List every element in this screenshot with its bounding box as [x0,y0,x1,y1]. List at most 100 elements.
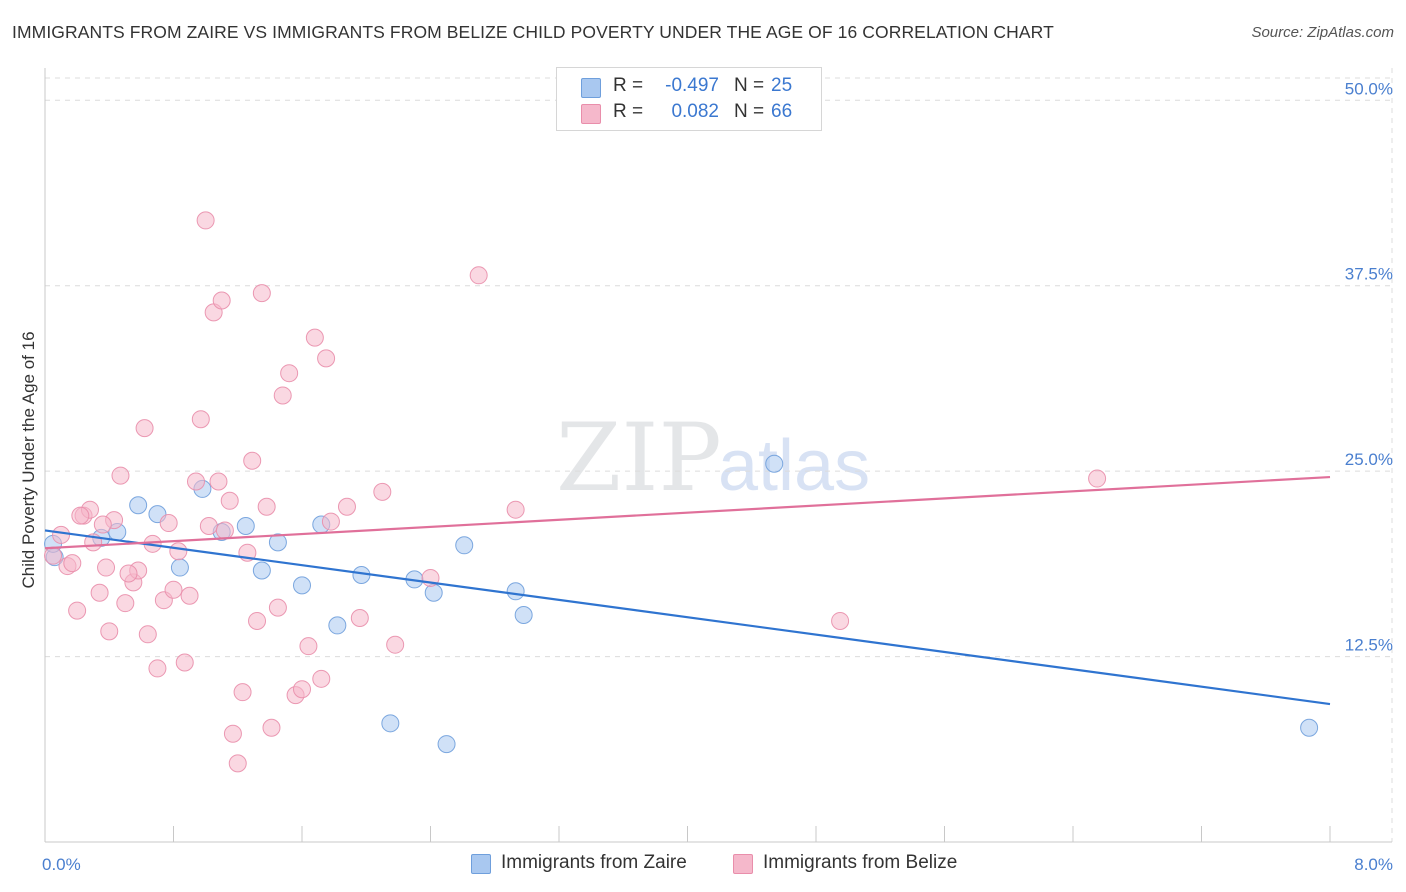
belize-point [252,284,271,303]
belize-point [268,598,287,617]
n-label: N = [734,101,765,122]
belize-point [386,635,405,654]
r-label: R = [613,75,644,96]
belize-point [186,472,205,491]
belize-point [257,497,276,516]
belize-trend-line [44,475,1331,550]
belize-point [280,364,299,383]
belize-point [135,419,154,438]
belize-point [831,611,850,630]
belize-point [138,625,157,644]
belize-point [116,594,135,613]
zaire-point [424,583,443,602]
belize-point [71,506,90,525]
belize-point [243,451,262,470]
zaire-trend-line [44,529,1331,706]
belize-swatch [733,854,753,874]
belize-swatch [581,104,601,124]
zaire-point [252,561,271,580]
r-label: R = [613,101,644,122]
watermark: ZIP atlas [556,404,870,513]
belize-point [209,472,228,491]
belize-point [299,637,318,656]
belize-point [312,669,331,688]
belize-point [191,410,210,429]
correlation-legend: R = -0.497 N = 25 R = 0.082 N = 66 [556,67,822,131]
belize-point [321,512,340,531]
r-value-belize: 0.082 [671,101,719,122]
x-tick-label: 8.0% [1354,855,1393,874]
belize-point [220,491,239,510]
belize-point [68,601,87,620]
zaire-point [268,533,287,552]
belize-point [506,500,525,519]
belize-point [305,328,324,347]
belize-point [233,683,252,702]
belize-point [337,497,356,516]
zaire-point [506,582,525,601]
belize-point [148,659,167,678]
belize-point [169,542,188,561]
chart-title: IMMIGRANTS FROM ZAIRE VS IMMIGRANTS FROM… [12,22,1054,42]
belize-point [1088,469,1107,488]
belize-point [93,515,112,534]
zaire-swatch [471,854,491,874]
belize-point [159,514,178,533]
belize-point [228,754,247,773]
zaire-point [437,735,456,754]
belize-point [273,386,292,405]
y-tick-label: 25.0% [1345,450,1393,469]
n-label: N = [734,75,765,96]
x-tick-label: 0.0% [42,855,81,874]
belize-point [180,586,199,605]
belize-point [63,554,82,573]
belize-point [111,466,130,485]
belize-point [212,291,231,310]
watermark-zip: ZIP [556,404,722,513]
belize-point [44,546,63,565]
trend-lines [44,475,1331,706]
belize-point [100,622,119,641]
zaire-point [514,606,533,625]
belize-point [196,211,215,230]
belize-point [164,580,183,599]
belize-point [175,653,194,672]
y-tick-label: 37.5% [1345,265,1393,284]
n-value-belize: 66 [771,101,793,122]
belize-point [52,525,71,544]
n-value-zaire: 25 [771,75,793,96]
grid-lines [45,68,1393,842]
belize-point [248,611,267,630]
belize-point [223,724,242,743]
belize-point [317,349,336,368]
zaire-point [1300,718,1319,737]
legend-label-belize: Immigrants from Belize [763,852,958,873]
zaire-point [328,616,347,635]
source-label: Source: ZipAtlas.com [1251,24,1394,41]
tick-labels: 12.5% 25.0% 37.5% 50.0% 0.0% 8.0% [42,79,1393,874]
r-value-zaire: -0.497 [665,75,719,96]
belize-point [97,558,116,577]
zaire-point [381,714,400,733]
belize-point [90,583,109,602]
zaire-point [455,536,474,555]
belize-point [119,564,138,583]
zaire-point [129,496,148,515]
belize-point [215,521,234,540]
y-tick-label: 12.5% [1345,636,1393,655]
belize-point [350,608,369,627]
belize-point [373,482,392,501]
belize-point [293,680,311,699]
y-axis-label: Child Poverty Under the Age of 16 [19,331,38,588]
belize-point [262,718,281,737]
axes [44,68,1392,843]
zaire-point [293,576,311,595]
legend-label-zaire: Immigrants from Zaire [501,852,687,873]
data-points [44,211,1319,773]
belize-point [469,266,488,285]
belize-point [199,517,218,536]
zaire-point [170,558,189,577]
zaire-swatch [581,78,601,98]
watermark-atlas: atlas [718,426,870,506]
